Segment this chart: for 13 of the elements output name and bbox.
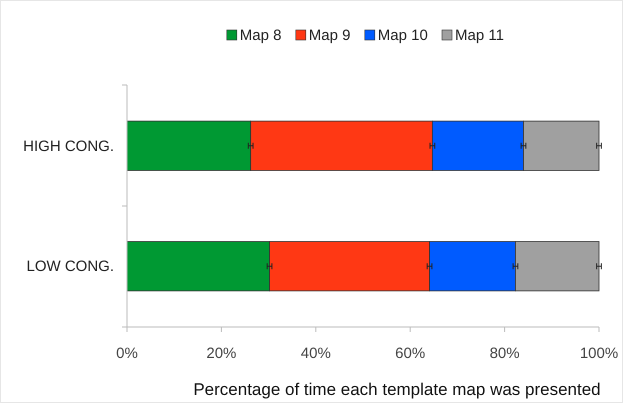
legend-label: Map 9 xyxy=(308,27,351,44)
x-tick-label: 40% xyxy=(300,345,331,362)
legend-label: Map 10 xyxy=(378,27,428,44)
x-tick-label: 100% xyxy=(580,345,618,362)
x-tick-label: 0% xyxy=(116,345,138,362)
legend-label: Map 8 xyxy=(240,27,282,44)
x-tick-label: 20% xyxy=(206,345,236,362)
y-tick-label: LOW CONG. xyxy=(26,258,114,276)
x-tick-label: 80% xyxy=(490,345,520,362)
x-tick-label: 60% xyxy=(395,345,426,362)
y-tick-label: HIGH CONG. xyxy=(23,138,114,155)
legend-label: Map 11 xyxy=(455,27,504,44)
x-axis-title: Percentage of time each template map was presented xyxy=(193,380,601,399)
